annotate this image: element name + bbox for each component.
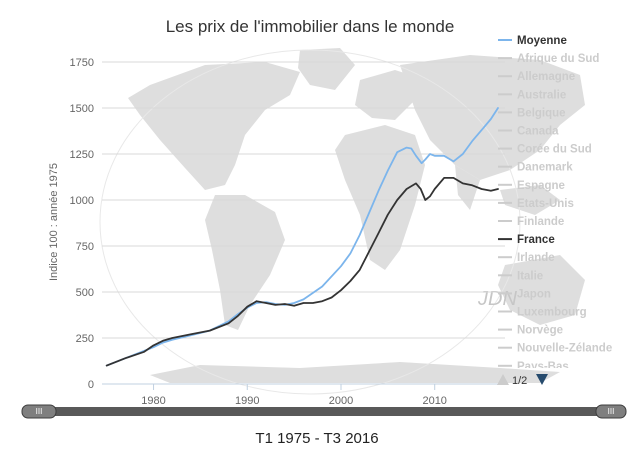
y-tick-label: 250 bbox=[76, 333, 94, 345]
legend-item[interactable]: Norvège bbox=[498, 325, 563, 337]
pager-next-arrow-icon[interactable] bbox=[536, 374, 548, 385]
legend-item[interactable]: Australie bbox=[498, 89, 566, 101]
legend-item[interactable]: Corée du Sud bbox=[498, 144, 592, 156]
x-tick-label: 1990 bbox=[235, 395, 259, 407]
legend-item[interactable]: Moyenne bbox=[498, 35, 567, 47]
range-selector[interactable]: III III bbox=[21, 404, 627, 419]
x-tick-label: 2010 bbox=[422, 395, 446, 407]
y-tick-label: 750 bbox=[76, 241, 94, 253]
y-axis-label: Indice 100 : année 1975 bbox=[48, 163, 60, 281]
legend-item[interactable]: Allemagne bbox=[498, 71, 575, 83]
legend-item[interactable]: Finlande bbox=[498, 216, 564, 228]
x-tick-label: 2000 bbox=[329, 395, 353, 407]
y-tick-label: 1750 bbox=[70, 57, 94, 69]
legend-label: Danemark bbox=[517, 162, 573, 174]
legend-item[interactable]: France bbox=[498, 234, 555, 246]
legend-label: Corée du Sud bbox=[517, 144, 592, 156]
series-layer bbox=[105, 107, 499, 367]
world-map-background bbox=[99, 48, 585, 395]
range-left-handle[interactable]: III bbox=[21, 404, 57, 419]
legend-item[interactable]: Afrique du Sud bbox=[498, 53, 599, 65]
legend: Moyenne Afrique du Sud Allemagne Australie B… bbox=[498, 35, 612, 373]
x-axis: 1980 1990 2000 2010 bbox=[102, 383, 505, 407]
series-line-france[interactable] bbox=[105, 177, 499, 367]
y-tick-label: 1500 bbox=[70, 103, 94, 115]
legend-item[interactable]: Irlande bbox=[498, 252, 555, 264]
legend-item[interactable]: Luxembourg bbox=[498, 307, 587, 319]
legend-pager: 1/2 bbox=[497, 374, 548, 387]
chart-title: Les prix de l'immobilier dans le monde bbox=[166, 17, 455, 36]
legend-label: Italie bbox=[517, 270, 543, 282]
legend-label: Pays-Bas bbox=[517, 361, 569, 373]
y-tick-label: 0 bbox=[88, 379, 94, 391]
y-axis: 0 250 500 750 1000 1250 1500 1750 bbox=[70, 57, 94, 391]
y-tick-label: 1000 bbox=[70, 195, 94, 207]
legend-label: Belgique bbox=[517, 107, 566, 119]
legend-label: Finlande bbox=[517, 216, 564, 228]
legend-item[interactable]: Japon bbox=[498, 288, 551, 300]
watermark: JDN bbox=[477, 288, 517, 310]
legend-item[interactable]: Belgique bbox=[498, 107, 566, 119]
legend-label: Japon bbox=[517, 288, 551, 300]
legend-label: Nouvelle-Zélande bbox=[517, 343, 612, 355]
legend-label: Canada bbox=[517, 126, 559, 138]
legend-item[interactable]: Italie bbox=[498, 270, 543, 282]
legend-label: Allemagne bbox=[517, 71, 575, 83]
range-right-handle-grip: III bbox=[608, 407, 615, 416]
range-left-handle-grip: III bbox=[36, 407, 43, 416]
pager-prev-arrow-icon[interactable] bbox=[497, 374, 509, 385]
legend-item[interactable]: Nouvelle-Zélande bbox=[498, 343, 612, 355]
y-tick-label: 1250 bbox=[70, 149, 94, 161]
x-tick-label: 1980 bbox=[141, 395, 165, 407]
range-right-handle[interactable]: III bbox=[595, 404, 627, 419]
legend-item[interactable]: Espagne bbox=[498, 180, 565, 192]
legend-item[interactable]: Danemark bbox=[498, 162, 573, 174]
legend-item[interactable]: Canada bbox=[498, 126, 559, 138]
legend-label: Australie bbox=[517, 89, 566, 101]
legend-label: Afrique du Sud bbox=[517, 53, 599, 65]
legend-item[interactable]: Etats-Unis bbox=[498, 198, 574, 210]
legend-item[interactable]: Pays-Bas bbox=[498, 361, 569, 373]
range-label: T1 1975 - T3 2016 bbox=[255, 430, 378, 447]
legend-label: Norvège bbox=[517, 325, 563, 337]
legend-label: Etats-Unis bbox=[517, 198, 574, 210]
legend-label: Espagne bbox=[517, 180, 565, 192]
legend-label: Moyenne bbox=[517, 35, 567, 47]
legend-label: Luxembourg bbox=[517, 307, 587, 319]
legend-label: France bbox=[517, 234, 555, 246]
legend-label: Irlande bbox=[517, 252, 555, 264]
y-tick-label: 500 bbox=[76, 287, 94, 299]
range-track[interactable] bbox=[26, 407, 618, 416]
pager-text: 1/2 bbox=[512, 375, 527, 387]
